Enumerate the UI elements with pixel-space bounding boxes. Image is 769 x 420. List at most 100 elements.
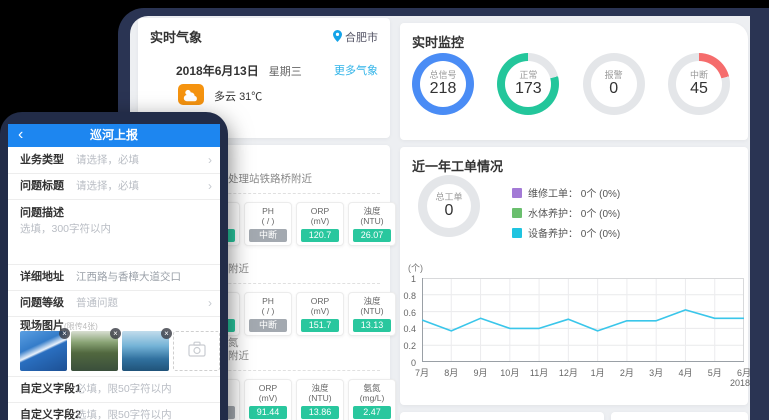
photos-section: 现场图片(限传4张) × × × <box>8 316 220 377</box>
sensor-card: PH( / ) 中断 <box>244 292 292 336</box>
delete-photo-button[interactable]: × <box>161 328 172 339</box>
legend-label: 维修工单： 0个 (0%) <box>528 189 621 200</box>
sensor-unit: (mV) <box>310 306 330 316</box>
workorder-legend: 维修工单： 0个 (0%) 水体养护： 0个 (0%) 设备养护： 0个 (0%) <box>512 185 620 240</box>
x-tick-label: 6月 <box>736 368 752 378</box>
x-tick-label: 3月 <box>649 368 664 378</box>
legend-item: 维修工单： 0个 (0%) <box>512 185 620 200</box>
sensor-value-badge: 2.47 <box>353 406 391 419</box>
sensor-card: ORP (mV) 120.7 <box>296 202 344 246</box>
chevron-right-icon: › <box>208 153 212 167</box>
gauge-alarm: 报警 0 <box>582 53 645 115</box>
gauge-value: 0 <box>609 80 619 97</box>
y-axis-unit: (个) <box>408 263 423 273</box>
sensor-name: ORP <box>310 206 330 216</box>
station-title: 氮 <box>228 337 239 349</box>
bottom-left-card <box>400 412 604 420</box>
city-selector[interactable]: 合肥市 <box>333 29 378 45</box>
gauge-value: 218 <box>429 80 457 97</box>
business-type-field[interactable]: 业务类型 请选择，必填 › <box>8 147 220 174</box>
sensor-name: PH <box>262 296 274 306</box>
station-title: 附近 <box>228 350 249 362</box>
x-axis-ticks: 7月 8月 9月 10月 11月 12月 1月 2月 3月 4月 5月 6月 2018 <box>415 366 751 392</box>
workorder-card-title: 近一年工单情况 <box>412 159 504 174</box>
sensor-unit: (mV) <box>258 393 278 403</box>
photo-thumbnail[interactable]: × <box>20 328 70 371</box>
workorder-line-chart <box>421 277 745 362</box>
sensor-name: PH <box>262 206 274 216</box>
temperature: 31℃ <box>239 91 263 103</box>
cloudy-sun-icon <box>178 84 204 105</box>
sensor-unit: ( / ) <box>261 306 275 316</box>
delete-photo-button[interactable]: × <box>110 328 121 339</box>
photo-list: × × × <box>20 328 220 371</box>
y-tick-label: 0.4 <box>403 324 416 335</box>
legend-swatch <box>512 207 522 218</box>
custom-field-1[interactable]: 自定义字段1 必填，限50字符以内 <box>8 376 220 403</box>
weather-card-title: 实时气象 <box>150 30 203 45</box>
sensor-unit: (NTU) <box>360 306 384 316</box>
sensor-card: 浊度 (NTU) 13.86 <box>296 379 344 420</box>
sensor-value-badge: 13.86 <box>301 406 339 419</box>
sensor-value-badge: 13.13 <box>353 319 391 332</box>
sensor-value-badge: 91.44 <box>249 406 287 419</box>
app-header: ‹ 巡河上报 <box>8 124 220 147</box>
city-name: 合肥市 <box>345 32 378 44</box>
chevron-right-icon: › <box>208 296 212 310</box>
sensor-card: 氨氮 (mg/L) 2.47 <box>348 379 396 420</box>
legend-item: 水体养护： 0个 (0%) <box>512 205 620 220</box>
weather-date: 2018年6月13日 星期三 <box>176 64 302 78</box>
description-placeholder: 选填，300字符以内 <box>20 223 112 235</box>
sensor-card: ORP (mV) 151.7 <box>296 292 344 336</box>
y-tick-label: 0 <box>410 358 416 368</box>
station-title: 附近 <box>228 263 249 275</box>
realtime-monitor-card: 实时监控 总信号 218 正常 173 报警 0 中断 45 <box>400 23 748 140</box>
sensor-card: PH( / ) 中断 <box>244 202 292 246</box>
legend-label: 设备养护： 0个 (0%) <box>528 229 621 240</box>
y-tick-label: 1 <box>410 274 416 284</box>
x-tick-label: 9月 <box>473 368 488 378</box>
gauge-total: 总信号 218 <box>412 53 474 115</box>
photo-thumbnail[interactable]: × <box>71 328 121 371</box>
legend-swatch <box>512 187 522 198</box>
mobile-app-overlay: ‹ 巡河上报 业务类型 请选择，必填 › 问题标题 请选择，必填 › 问题描述 … <box>0 112 228 420</box>
custom-field-1-placeholder: 必填，限50字符以内 <box>76 383 172 395</box>
x-axis-year-label: 2018 <box>729 378 750 388</box>
sensor-unit: (mV) <box>310 216 330 226</box>
legend-item: 设备养护： 0个 (0%) <box>512 225 620 240</box>
photo-thumbnail[interactable]: × <box>122 328 172 371</box>
sensor-name: 氨氮 <box>363 383 381 393</box>
add-photo-button[interactable] <box>173 331 220 371</box>
weather-weekday: 星期三 <box>268 66 302 78</box>
sensor-value-badge: 151.7 <box>301 319 339 332</box>
weather-condition: 多云 31℃ <box>214 91 263 103</box>
sensor-name: 浊度 <box>311 383 329 393</box>
issue-title-field[interactable]: 问题标题 请选择，必填 › <box>8 173 220 200</box>
x-tick-label: 4月 <box>678 368 693 378</box>
issue-level-field[interactable]: 问题等级 普通问题 › <box>8 290 220 317</box>
sensor-unit: (NTU) <box>360 216 384 226</box>
delete-photo-button[interactable]: × <box>59 328 70 339</box>
y-tick-label: 0.6 <box>403 307 416 318</box>
description-field[interactable]: 问题描述 选填，300字符以内 <box>8 199 220 265</box>
monitor-gauges: 总信号 218 正常 173 报警 0 中断 45 <box>400 53 748 115</box>
sensor-card: ORP (mV) 91.44 <box>244 379 292 420</box>
workorder-card: 近一年工单情况 总工单 0 维修工单： 0个 (0%) 水体养护： 0个 (0%)… <box>400 147 751 405</box>
x-tick-label: 8月 <box>444 368 459 378</box>
address-field[interactable]: 详细地址 江西路与香樟大道交口 <box>8 264 220 291</box>
legend-swatch <box>512 227 522 238</box>
gauge-label: 报警 <box>604 70 623 80</box>
y-axis-ticks: 0 0.2 0.4 0.6 0.8 1 <box>400 274 418 372</box>
more-weather-link[interactable]: 更多气象 <box>334 65 378 77</box>
sensor-name: 浊度 <box>363 296 381 306</box>
x-tick-label: 11月 <box>529 368 549 378</box>
issue-title-placeholder: 请选择，必填 <box>76 180 139 192</box>
gauge-value: 173 <box>514 80 542 97</box>
sensor-unit: (mg/L) <box>359 393 385 403</box>
sensor-value-badge: 120.7 <box>301 229 339 242</box>
custom-field-2[interactable]: 自定义字段2 选填，限50字符以内 <box>8 402 220 420</box>
back-button[interactable]: ‹ <box>18 126 24 143</box>
gauge-label: 正常 <box>519 70 538 80</box>
bottom-right-card <box>611 412 748 420</box>
